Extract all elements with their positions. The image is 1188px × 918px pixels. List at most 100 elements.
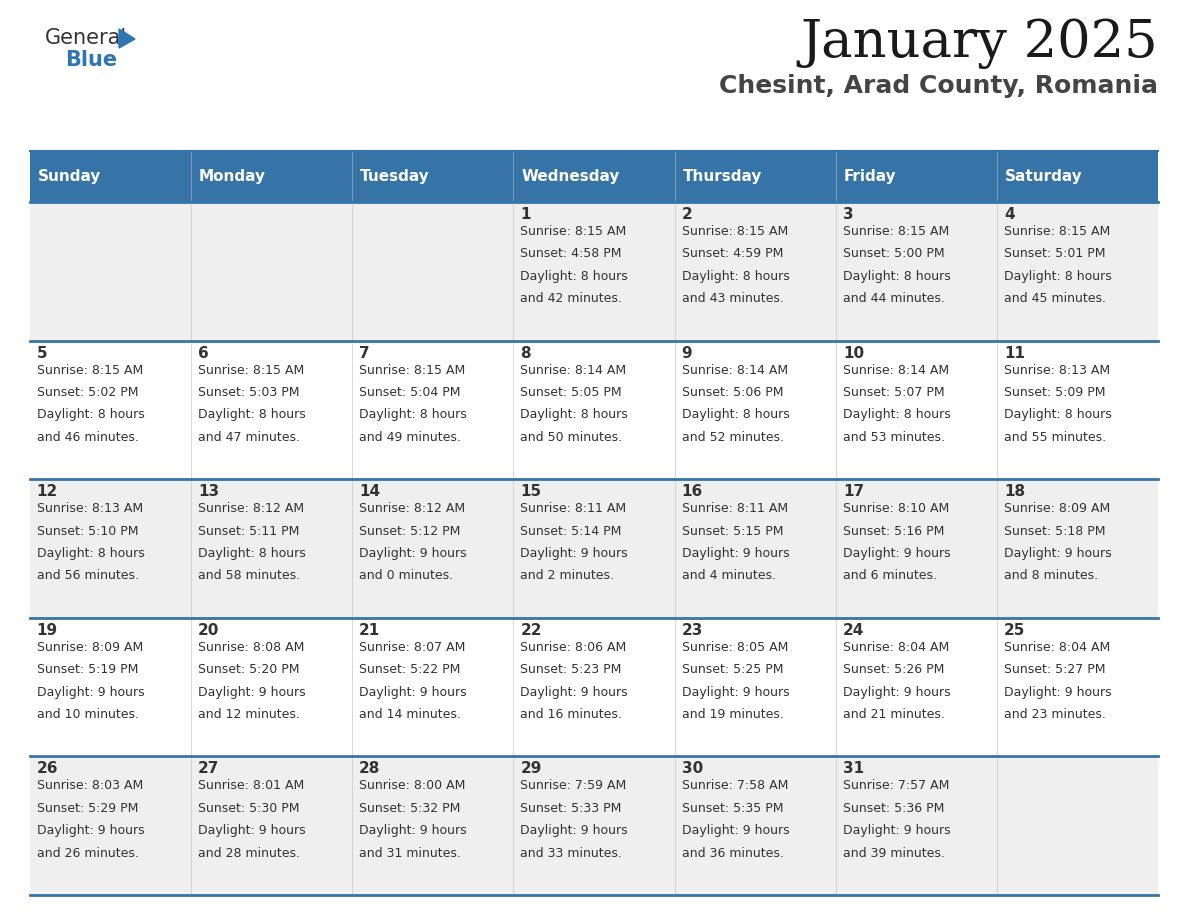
Text: Sunrise: 8:15 AM: Sunrise: 8:15 AM	[37, 364, 143, 376]
Text: Daylight: 9 hours: Daylight: 9 hours	[842, 686, 950, 699]
Text: Sunrise: 8:15 AM: Sunrise: 8:15 AM	[198, 364, 304, 376]
Text: and 49 minutes.: and 49 minutes.	[359, 431, 461, 443]
Text: and 8 minutes.: and 8 minutes.	[1004, 569, 1098, 582]
Text: Sunset: 5:18 PM: Sunset: 5:18 PM	[1004, 524, 1106, 538]
Text: and 47 minutes.: and 47 minutes.	[198, 431, 299, 443]
Text: Monday: Monday	[198, 169, 266, 185]
Text: Daylight: 9 hours: Daylight: 9 hours	[520, 686, 628, 699]
Text: Sunrise: 7:58 AM: Sunrise: 7:58 AM	[682, 779, 788, 792]
Text: and 21 minutes.: and 21 minutes.	[842, 708, 944, 721]
Text: Sunset: 4:59 PM: Sunset: 4:59 PM	[682, 247, 783, 261]
Text: Daylight: 9 hours: Daylight: 9 hours	[1004, 547, 1112, 560]
Text: and 16 minutes.: and 16 minutes.	[520, 708, 623, 721]
Text: Sunset: 5:11 PM: Sunset: 5:11 PM	[198, 524, 299, 538]
Text: Sunrise: 8:14 AM: Sunrise: 8:14 AM	[842, 364, 949, 376]
Text: 16: 16	[682, 484, 703, 499]
Text: and 23 minutes.: and 23 minutes.	[1004, 708, 1106, 721]
Text: Sunset: 5:02 PM: Sunset: 5:02 PM	[37, 386, 138, 399]
Text: and 31 minutes.: and 31 minutes.	[359, 846, 461, 859]
Text: Sunset: 5:32 PM: Sunset: 5:32 PM	[359, 801, 461, 815]
Bar	[836, 151, 997, 202]
Text: Daylight: 8 hours: Daylight: 8 hours	[520, 270, 628, 283]
Text: Daylight: 9 hours: Daylight: 9 hours	[842, 547, 950, 560]
Text: Sunrise: 8:15 AM: Sunrise: 8:15 AM	[359, 364, 466, 376]
Text: Sunset: 5:04 PM: Sunset: 5:04 PM	[359, 386, 461, 399]
Bar	[513, 618, 675, 756]
Text: 13: 13	[198, 484, 219, 499]
Bar	[997, 341, 1158, 479]
Text: 3: 3	[842, 207, 853, 222]
Bar	[191, 479, 352, 618]
Text: Sunrise: 8:09 AM: Sunrise: 8:09 AM	[1004, 502, 1111, 515]
Text: Daylight: 8 hours: Daylight: 8 hours	[37, 409, 145, 421]
Text: Sunset: 5:12 PM: Sunset: 5:12 PM	[359, 524, 461, 538]
Text: Saturday: Saturday	[1005, 169, 1082, 185]
Bar	[675, 618, 836, 756]
Text: Sunrise: 8:01 AM: Sunrise: 8:01 AM	[198, 779, 304, 792]
Text: Daylight: 8 hours: Daylight: 8 hours	[682, 270, 789, 283]
Text: Daylight: 8 hours: Daylight: 8 hours	[842, 409, 950, 421]
Text: and 26 minutes.: and 26 minutes.	[37, 846, 139, 859]
Text: Sunset: 5:36 PM: Sunset: 5:36 PM	[842, 801, 944, 815]
Text: Sunset: 5:05 PM: Sunset: 5:05 PM	[520, 386, 623, 399]
Text: 6: 6	[198, 345, 209, 361]
Text: General: General	[45, 28, 127, 48]
Text: Chesint, Arad County, Romania: Chesint, Arad County, Romania	[719, 74, 1158, 98]
Text: Sunrise: 7:59 AM: Sunrise: 7:59 AM	[520, 779, 626, 792]
Bar	[30, 756, 191, 895]
Text: Sunset: 5:35 PM: Sunset: 5:35 PM	[682, 801, 783, 815]
Text: Daylight: 9 hours: Daylight: 9 hours	[359, 824, 467, 837]
Text: and 52 minutes.: and 52 minutes.	[682, 431, 784, 443]
Text: Sunrise: 8:00 AM: Sunrise: 8:00 AM	[359, 779, 466, 792]
Bar	[836, 618, 997, 756]
Text: Daylight: 9 hours: Daylight: 9 hours	[359, 547, 467, 560]
Text: 4: 4	[1004, 207, 1015, 222]
Text: Sunset: 5:03 PM: Sunset: 5:03 PM	[198, 386, 299, 399]
Text: Sunset: 5:01 PM: Sunset: 5:01 PM	[1004, 247, 1106, 261]
Text: Daylight: 9 hours: Daylight: 9 hours	[37, 686, 144, 699]
Text: Sunset: 5:16 PM: Sunset: 5:16 PM	[842, 524, 944, 538]
Text: Sunset: 5:22 PM: Sunset: 5:22 PM	[359, 663, 461, 677]
Bar	[191, 341, 352, 479]
Bar	[30, 479, 191, 618]
Text: 15: 15	[520, 484, 542, 499]
Text: 8: 8	[520, 345, 531, 361]
Text: Daylight: 9 hours: Daylight: 9 hours	[198, 686, 305, 699]
Text: 11: 11	[1004, 345, 1025, 361]
Text: 2: 2	[682, 207, 693, 222]
Text: and 33 minutes.: and 33 minutes.	[520, 846, 623, 859]
Text: 20: 20	[198, 622, 220, 638]
Text: Daylight: 8 hours: Daylight: 8 hours	[682, 409, 789, 421]
Text: and 43 minutes.: and 43 minutes.	[682, 292, 784, 305]
Text: Daylight: 9 hours: Daylight: 9 hours	[682, 547, 789, 560]
Text: and 4 minutes.: and 4 minutes.	[682, 569, 776, 582]
Text: and 0 minutes.: and 0 minutes.	[359, 569, 454, 582]
Text: 29: 29	[520, 761, 542, 777]
Text: Daylight: 8 hours: Daylight: 8 hours	[359, 409, 467, 421]
Text: 27: 27	[198, 761, 220, 777]
Text: Daylight: 9 hours: Daylight: 9 hours	[37, 824, 144, 837]
Polygon shape	[119, 29, 135, 48]
Bar	[997, 202, 1158, 341]
Text: Sunrise: 7:57 AM: Sunrise: 7:57 AM	[842, 779, 949, 792]
Bar	[513, 202, 675, 341]
Text: and 19 minutes.: and 19 minutes.	[682, 708, 784, 721]
Bar	[836, 479, 997, 618]
Text: Daylight: 8 hours: Daylight: 8 hours	[842, 270, 950, 283]
Text: Sunrise: 8:13 AM: Sunrise: 8:13 AM	[37, 502, 143, 515]
Bar	[191, 756, 352, 895]
Bar	[352, 618, 513, 756]
Bar	[30, 202, 191, 341]
Text: and 44 minutes.: and 44 minutes.	[842, 292, 944, 305]
Text: 1: 1	[520, 207, 531, 222]
Bar	[997, 618, 1158, 756]
Text: Sunrise: 8:07 AM: Sunrise: 8:07 AM	[359, 641, 466, 654]
Text: Daylight: 9 hours: Daylight: 9 hours	[682, 686, 789, 699]
Text: and 58 minutes.: and 58 minutes.	[198, 569, 301, 582]
Bar	[836, 756, 997, 895]
Text: 30: 30	[682, 761, 703, 777]
Text: 19: 19	[37, 622, 58, 638]
Bar	[191, 202, 352, 341]
Text: and 12 minutes.: and 12 minutes.	[198, 708, 299, 721]
Bar	[30, 151, 191, 202]
